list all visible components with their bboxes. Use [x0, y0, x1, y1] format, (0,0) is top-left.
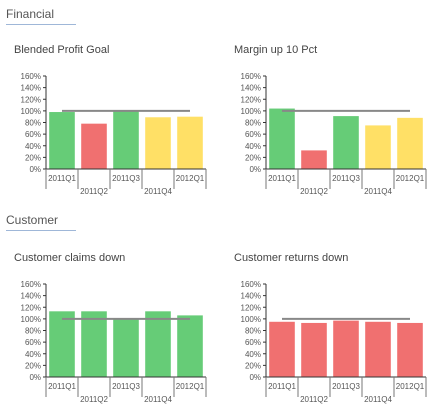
bar-2011Q3: [333, 116, 359, 169]
y-tick-label: 0%: [29, 373, 41, 382]
x-tick-label: 2011Q4: [364, 395, 392, 404]
bar-2012Q1: [177, 315, 203, 377]
y-tick-label: 20%: [245, 153, 261, 162]
y-tick-label: 100%: [21, 315, 41, 324]
x-tick-label: 2011Q3: [112, 382, 140, 391]
y-tick-label: 80%: [245, 119, 261, 128]
bar-chart-customer-claims-down: 0% 20% 40% 60% 80% 100% 120% 140% 160% 2011Q1 2011…: [21, 280, 207, 404]
y-tick-label: 40%: [25, 350, 41, 359]
y-tick-label: 120%: [241, 303, 261, 312]
chart-title: Customer claims down: [14, 252, 126, 264]
bar-2011Q1: [269, 321, 295, 377]
x-tick-label: 2011Q4: [364, 187, 392, 196]
bar-2011Q3: [113, 110, 139, 169]
y-tick-label: 60%: [245, 130, 261, 139]
bar-2012Q1: [177, 116, 203, 169]
x-tick-label: 2012Q1: [176, 174, 205, 183]
bar-2011Q1: [49, 311, 75, 377]
y-tick-label: 40%: [25, 142, 41, 151]
bar-2011Q1: [49, 112, 75, 169]
y-tick-label: 100%: [241, 107, 261, 116]
bar-2011Q1: [269, 108, 295, 169]
y-tick-label: 140%: [241, 292, 261, 301]
bar-2011Q2: [301, 150, 327, 169]
y-tick-label: 80%: [25, 119, 41, 128]
y-tick-label: 0%: [29, 165, 41, 174]
bar-2011Q2: [81, 123, 107, 169]
y-tick-label: 160%: [241, 72, 261, 81]
y-tick-label: 160%: [21, 72, 41, 81]
x-tick-label: 2011Q3: [332, 382, 360, 391]
y-tick-label: 60%: [25, 130, 41, 139]
x-tick-label: 2012Q1: [176, 382, 205, 391]
section-title: Customer: [6, 213, 59, 227]
y-tick-label: 0%: [249, 165, 261, 174]
bar-2011Q2: [301, 322, 327, 377]
y-tick-label: 60%: [245, 338, 261, 347]
y-tick-label: 40%: [245, 142, 261, 151]
y-tick-label: 100%: [241, 315, 261, 324]
bar-2011Q4: [145, 117, 171, 169]
y-tick-label: 100%: [21, 107, 41, 116]
x-tick-label: 2011Q1: [268, 382, 296, 391]
section-header-financial: Financial: [6, 7, 76, 25]
bar-chart-blended-profit-goal: 0% 20% 40% 60% 80% 100% 120% 140% 160% 2011Q1 2011…: [21, 72, 207, 196]
x-tick-label: 2011Q1: [48, 382, 76, 391]
y-tick-label: 80%: [245, 327, 261, 336]
section-underline: [6, 24, 76, 25]
bar-2012Q1: [397, 322, 423, 377]
x-tick-label: 2011Q2: [300, 395, 328, 404]
y-tick-label: 140%: [21, 292, 41, 301]
y-tick-label: 20%: [25, 153, 41, 162]
x-tick-label: 2012Q1: [396, 382, 425, 391]
x-tick-label: 2011Q4: [144, 395, 172, 404]
x-tick-label: 2011Q2: [80, 395, 108, 404]
x-tick-label: 2011Q2: [80, 187, 108, 196]
x-tick-label: 2011Q1: [268, 174, 296, 183]
y-tick-label: 140%: [21, 84, 41, 93]
y-tick-label: 60%: [25, 338, 41, 347]
bar-2012Q1: [397, 117, 423, 169]
bar-2011Q4: [365, 125, 391, 169]
y-tick-label: 140%: [241, 84, 261, 93]
bar-chart-customer-returns-down: 0% 20% 40% 60% 80% 100% 120% 140% 160% 2011Q1 2011…: [241, 280, 427, 404]
chart-title: Blended Profit Goal: [14, 44, 110, 56]
x-tick-label: 2012Q1: [396, 174, 425, 183]
y-tick-label: 120%: [21, 303, 41, 312]
y-tick-label: 0%: [249, 373, 261, 382]
y-tick-label: 20%: [25, 361, 41, 370]
y-tick-label: 80%: [25, 327, 41, 336]
chart-title: Margin up 10 Pct: [234, 44, 318, 56]
x-tick-label: 2011Q4: [144, 187, 172, 196]
y-tick-label: 120%: [241, 95, 261, 104]
y-tick-label: 120%: [21, 95, 41, 104]
bar-2011Q4: [365, 321, 391, 377]
x-tick-label: 2011Q3: [112, 174, 140, 183]
section-header-customer: Customer: [6, 213, 76, 231]
bar-chart-margin-up-10-pct: 0% 20% 40% 60% 80% 100% 120% 140% 160% 2011Q1 2011…: [241, 72, 427, 196]
section-title: Financial: [6, 7, 55, 21]
x-tick-label: 2011Q1: [48, 174, 76, 183]
chart-title: Customer returns down: [234, 252, 349, 264]
bar-2011Q2: [81, 311, 107, 377]
x-tick-label: 2011Q3: [332, 174, 360, 183]
y-tick-label: 40%: [245, 350, 261, 359]
y-tick-label: 160%: [21, 280, 41, 289]
bar-2011Q3: [333, 320, 359, 377]
bar-2011Q4: [145, 311, 171, 377]
y-tick-label: 160%: [241, 280, 261, 289]
section-underline: [6, 230, 76, 231]
bar-2011Q3: [113, 318, 139, 377]
y-tick-label: 20%: [245, 361, 261, 370]
x-tick-label: 2011Q2: [300, 187, 328, 196]
